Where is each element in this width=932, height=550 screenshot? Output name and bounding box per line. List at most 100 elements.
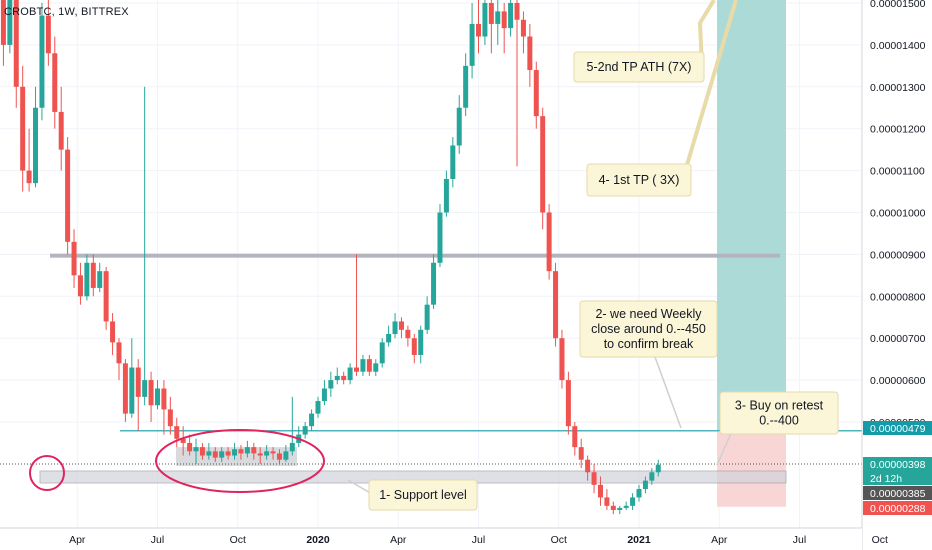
candle-body <box>495 11 501 24</box>
candle-body <box>533 70 539 117</box>
candle-body <box>77 275 83 297</box>
candle-body <box>315 401 321 414</box>
candle-body <box>456 107 462 146</box>
note-weekly-close-text: close around 0.--450 <box>591 322 706 336</box>
candle-body <box>232 449 238 456</box>
note-1st-tp-box <box>586 163 692 197</box>
x-tick-label: Jul <box>151 534 164 546</box>
x-tick-label: Oct <box>230 534 246 546</box>
x-tick-label: Apr <box>711 534 728 546</box>
candle-body <box>26 170 32 184</box>
x-tick-label: Oct <box>872 534 888 546</box>
candle-body <box>437 212 443 263</box>
candle-body <box>251 447 257 454</box>
candle-body <box>45 15 51 54</box>
note3-pointer <box>716 430 733 466</box>
note-1st-tp[interactable]: 4- 1st TP ( 3X) <box>586 163 692 197</box>
price-label-bg <box>863 457 932 485</box>
candle-body <box>508 3 514 29</box>
candle-body <box>212 451 218 458</box>
note-support-level[interactable]: 1- Support level <box>368 479 478 511</box>
price-label: 0.00000288 <box>870 503 926 515</box>
x-tick-label: Apr <box>390 534 407 546</box>
y-tick-label: 0.00001100 <box>870 166 925 178</box>
note-2nd-tp-text: 5-2nd TP ATH (7X) <box>587 60 692 74</box>
note4-pointer <box>682 0 738 176</box>
candle-body <box>264 451 270 456</box>
candle-body <box>129 367 135 414</box>
candle-body <box>33 107 39 184</box>
candle-body <box>514 3 520 20</box>
note2-pointer <box>654 356 682 429</box>
candle-body <box>501 11 507 29</box>
candle-body <box>148 380 154 406</box>
candle-body <box>585 459 591 473</box>
candle-body <box>84 262 90 297</box>
note-1st-tp-text: 4- 1st TP ( 3X) <box>599 173 680 187</box>
time-axis[interactable] <box>0 528 862 550</box>
candle-body <box>469 23 475 66</box>
candle-body <box>642 480 648 490</box>
candle-body <box>270 451 276 454</box>
note-support-level-text: 1- Support level <box>379 488 467 502</box>
candle-body <box>386 334 392 343</box>
candle-body <box>527 36 533 71</box>
candle-body <box>354 367 360 372</box>
candle-body <box>379 342 385 364</box>
candle-body <box>187 442 193 452</box>
candle-body <box>623 505 629 508</box>
candle-body <box>65 149 71 242</box>
candle-body <box>13 0 19 87</box>
candle-body <box>617 507 623 510</box>
candle-body <box>597 484 603 498</box>
candle-body <box>630 497 636 506</box>
candle-body <box>572 426 578 448</box>
y-tick-label: 0.00001200 <box>870 124 926 136</box>
candle-body <box>347 367 353 381</box>
x-tick-label: 2021 <box>627 534 651 546</box>
candle-body <box>321 388 327 402</box>
note-weekly-close-box <box>579 300 718 358</box>
candle-body <box>206 451 212 456</box>
candle-body <box>366 359 372 372</box>
y-tick-label: 0.00001300 <box>870 82 926 94</box>
note-buy-retest-text: 3- Buy on retest <box>735 399 824 413</box>
y-tick-label: 0.00000700 <box>870 333 926 345</box>
candle-body <box>193 447 199 452</box>
candle-body <box>71 241 77 276</box>
candle-body <box>161 388 167 410</box>
price-label: 0.00000398 <box>870 459 926 471</box>
price-label-bg <box>863 486 932 500</box>
candle-body <box>39 15 45 108</box>
x-tick-label: Oct <box>551 534 567 546</box>
note1-pointer <box>347 479 373 495</box>
candle-body <box>167 409 173 427</box>
x-tick-label: Jul <box>793 534 806 546</box>
candle-body <box>418 329 424 355</box>
candle-body <box>360 359 366 372</box>
candle-body <box>289 442 295 452</box>
candle-body <box>97 271 103 288</box>
note-2nd-tp[interactable]: 5-2nd TP ATH (7X) <box>573 51 705 83</box>
note-support-level-box <box>368 479 478 511</box>
candle-body <box>174 426 180 439</box>
y-tick-label: 0.00000600 <box>870 375 926 387</box>
price-label-countdown: 2d 12h <box>870 473 902 485</box>
candle-body <box>520 19 526 37</box>
candle-body <box>116 342 122 364</box>
candle-body <box>180 438 186 443</box>
candle-body <box>238 449 244 454</box>
y-tick-label: 0.00001000 <box>870 208 926 220</box>
candle-body <box>0 0 6 45</box>
note-2nd-tp-box <box>573 51 705 83</box>
candle-body <box>546 212 552 272</box>
candle-body <box>122 363 128 414</box>
x-tick-label: Jul <box>472 534 485 546</box>
candle-body <box>392 321 398 335</box>
resistance-level-line <box>50 253 780 258</box>
candle-body <box>20 86 26 171</box>
